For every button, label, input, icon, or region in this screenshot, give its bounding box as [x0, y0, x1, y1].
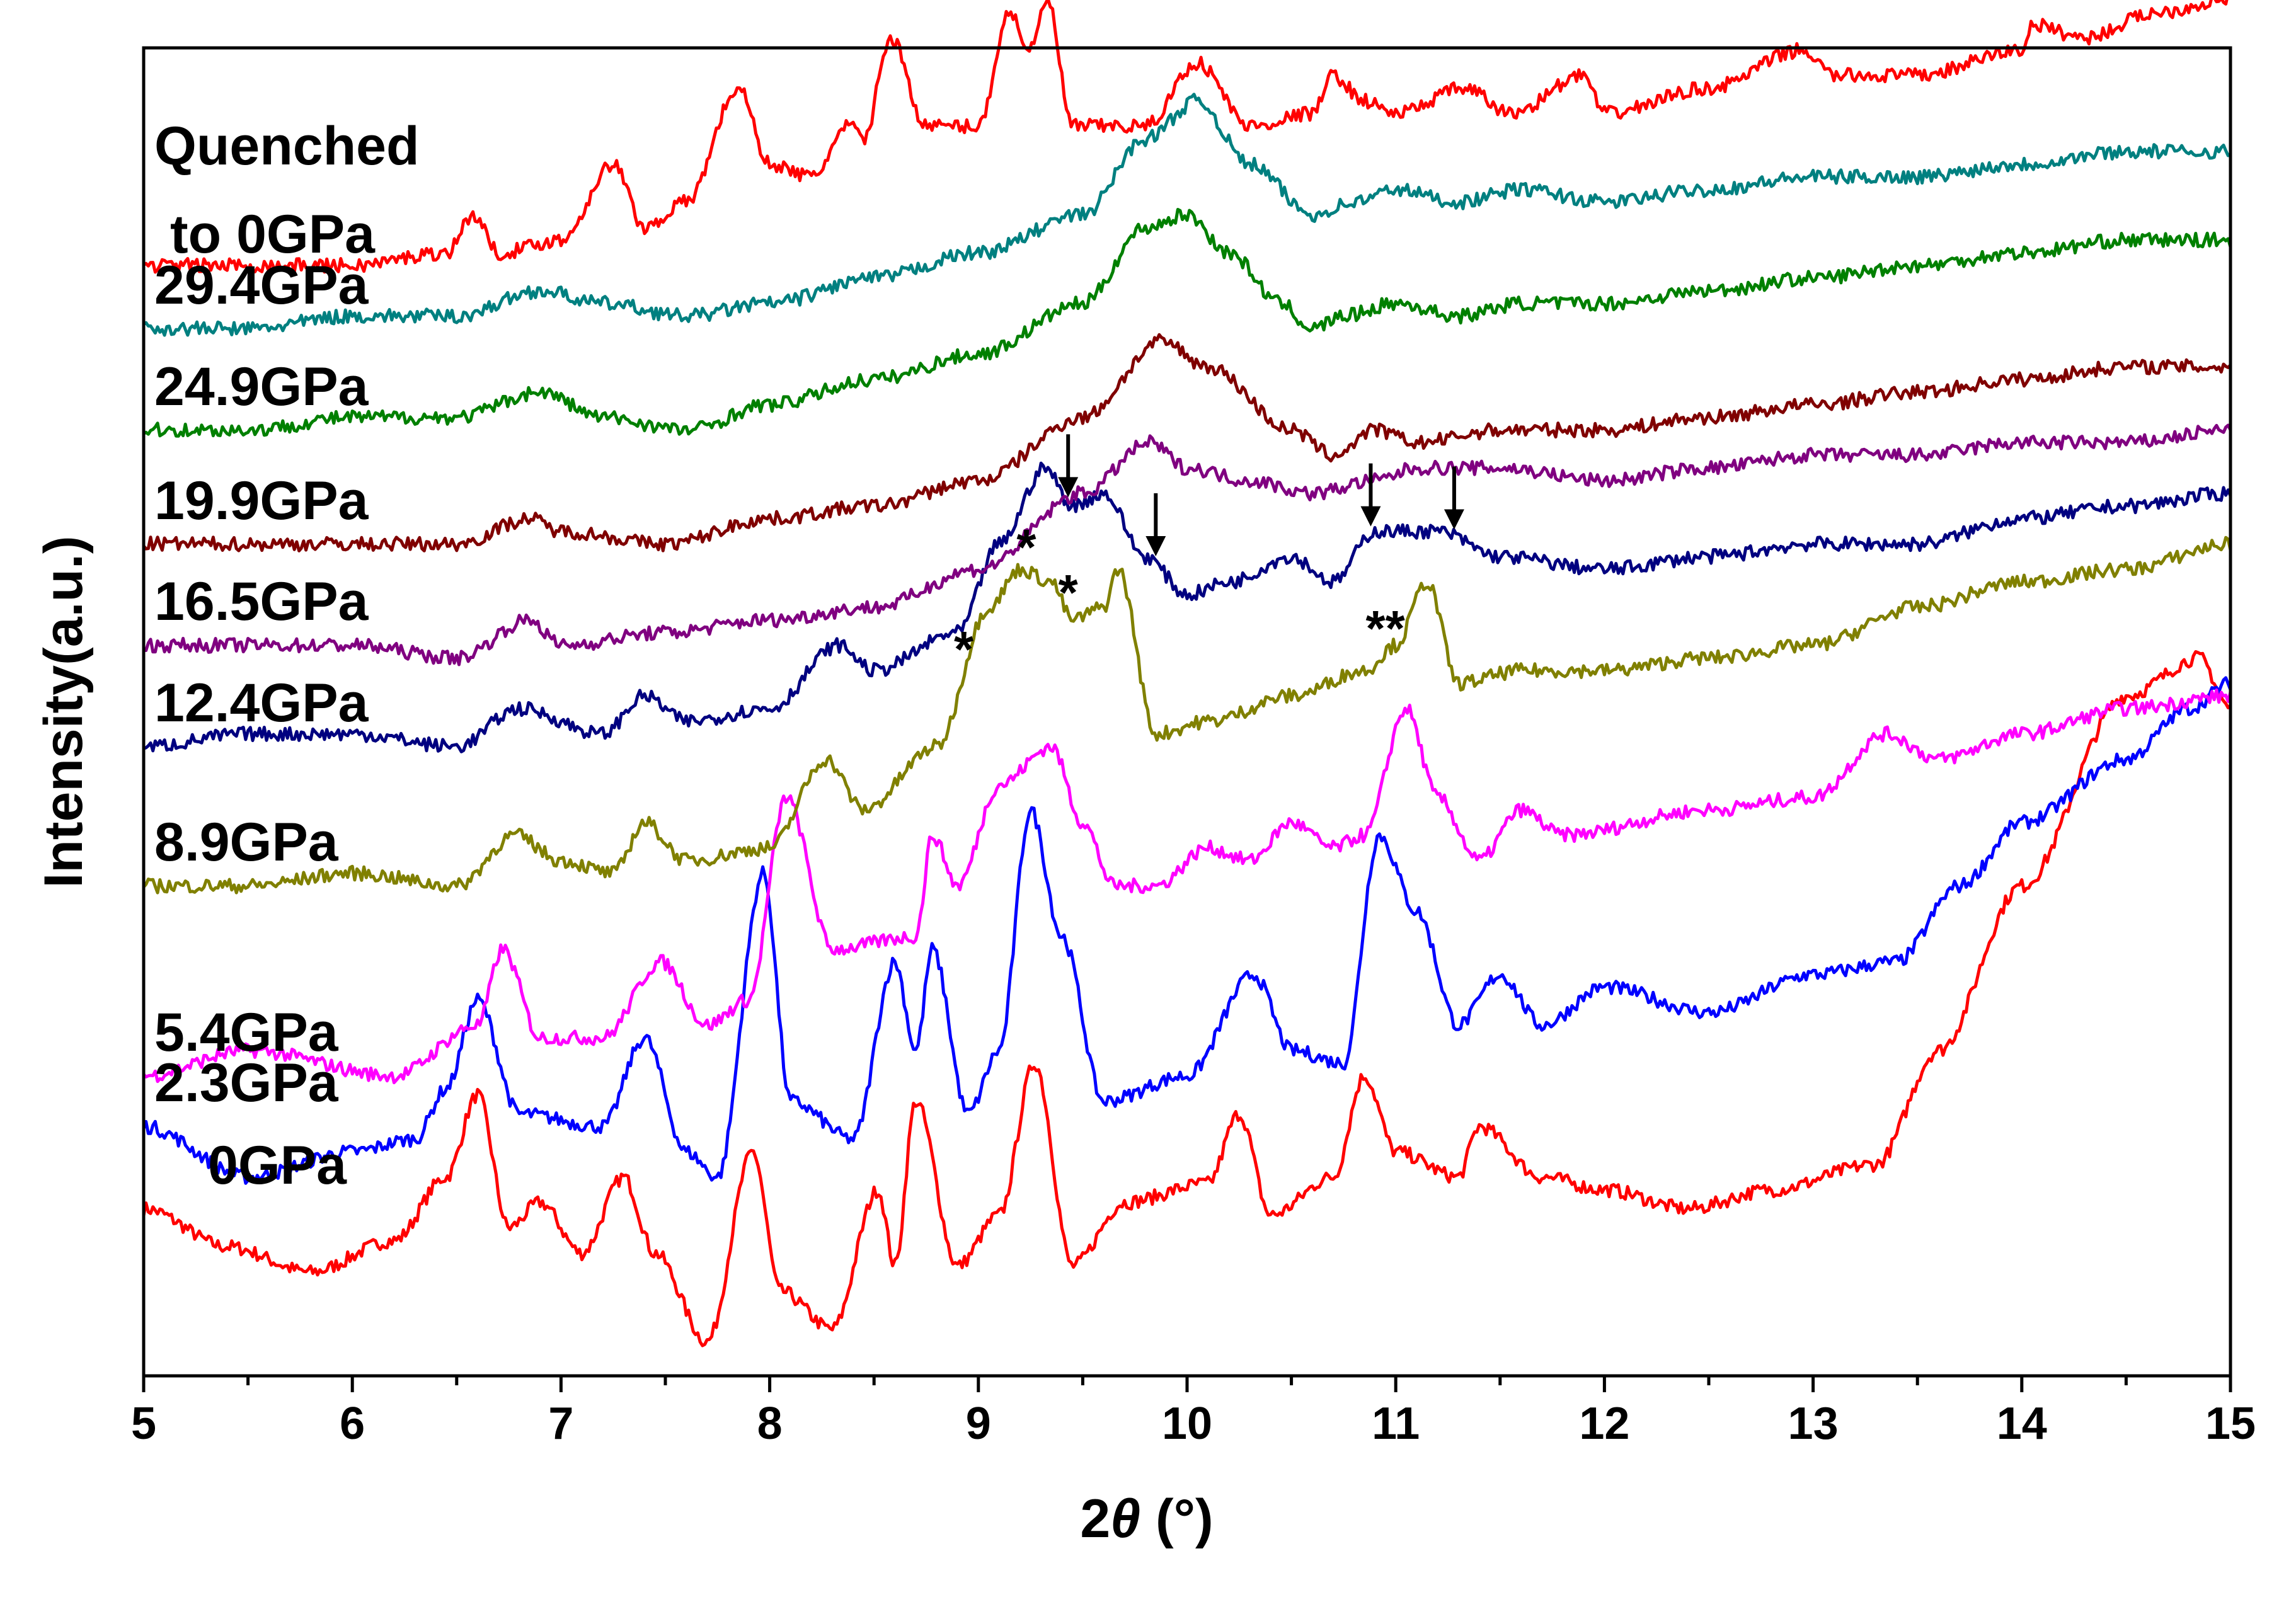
peak-arrow-marker: [1444, 466, 1464, 530]
x-tick-label: 13: [1788, 1399, 1839, 1449]
series-line-2-3gpa: [142, 676, 2232, 1185]
peak-arrow-marker: [1360, 463, 1381, 527]
x-tick-label: 11: [1372, 1399, 1420, 1449]
x-tick-label: 5: [131, 1399, 156, 1449]
x-tick-label: 14: [1997, 1399, 2047, 1449]
x-tick-label: 12: [1579, 1399, 1629, 1449]
series-label-16-5gpa: 16.5GPa: [154, 571, 369, 632]
x-tick-label: 10: [1162, 1399, 1212, 1449]
series-line-19-9gpa: [142, 333, 2232, 552]
y-axis-title: Intensity(a.u.): [33, 535, 94, 888]
x-axis-title: 2θ (°): [1080, 1489, 1213, 1549]
series-layer: [142, 0, 2232, 1347]
peak-arrow-marker: [1058, 434, 1079, 498]
peak-star-marker: *: [954, 621, 974, 677]
series-label-8-9gpa: 8.9GPa: [154, 812, 339, 873]
x-tick-label: 6: [340, 1399, 365, 1449]
series-line-quenched-to-0gpa: [142, 0, 2229, 274]
series-label-24-9gpa: 24.9GPa: [154, 357, 369, 417]
peak-arrow-marker: [1145, 493, 1166, 557]
series-label-19-9gpa: 19.9GPa: [154, 471, 369, 531]
series-line-0gpa: [142, 650, 2232, 1347]
series-label-quenched-to-0gpa: Quenched to 0GPa: [154, 116, 420, 265]
series-label-2-3gpa: 2.3GPa: [154, 1053, 339, 1113]
x-axis-ticks: 5 6 7 8 9 10 11 12 13 14 15: [131, 1376, 2256, 1449]
series-line-8-9gpa: [142, 535, 2232, 895]
series-line-24-9gpa: [142, 208, 2232, 438]
series-line-29-4gpa: [142, 93, 2232, 337]
x-tick-label: 8: [757, 1399, 783, 1449]
series-label-29-4gpa: 29.4GPa: [154, 255, 369, 316]
peak-star-marker: *: [1059, 564, 1079, 621]
series-label-12-4gpa: 12.4GPa: [154, 673, 369, 733]
series-line-5-4gpa: [142, 688, 2232, 1085]
series-line-16-5gpa: [143, 423, 2232, 667]
peak-star-marker: **: [1366, 600, 1406, 656]
x-tick-label: 7: [548, 1399, 573, 1449]
x-tick-label: 9: [966, 1399, 991, 1449]
annotation-layer: *****: [954, 434, 1464, 677]
series-line-12-4gpa: [143, 461, 2232, 753]
series-label-5-4gpa: 5.4GPa: [154, 1002, 339, 1063]
peak-star-marker: *: [1016, 519, 1036, 575]
series-label-0gpa: 0GPa: [208, 1135, 347, 1196]
x-tick-label: 15: [2205, 1399, 2256, 1449]
